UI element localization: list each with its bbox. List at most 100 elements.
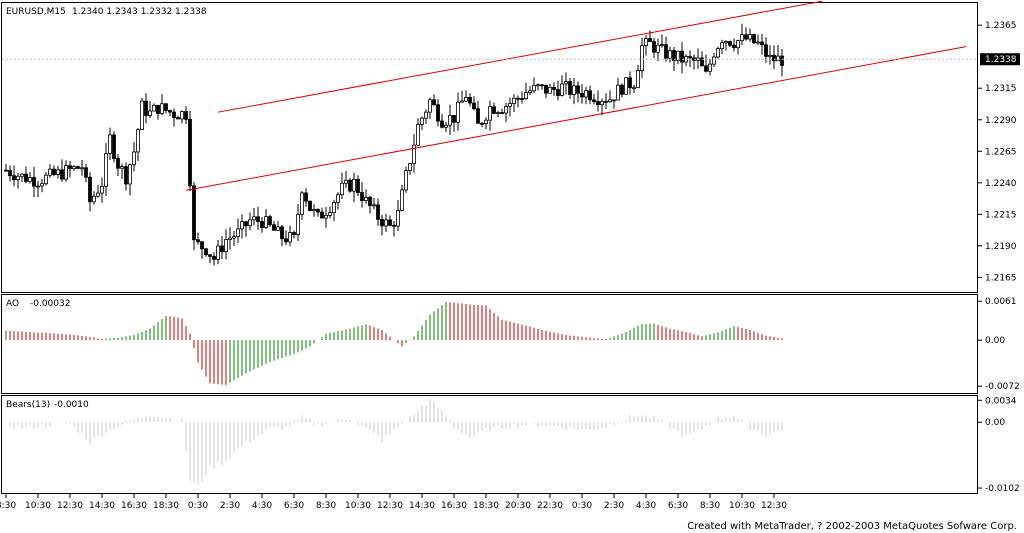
channel-line-upper[interactable] (217, 0, 823, 113)
current-price-marker (980, 53, 1020, 66)
candle-body (208, 254, 212, 257)
candle-body (176, 117, 180, 120)
bears-panel-frame (1, 395, 978, 494)
candle-body (148, 110, 152, 116)
candle-body (380, 218, 384, 227)
candle-body (740, 34, 744, 41)
bears-title: Bears(13) (6, 400, 50, 410)
candle-body (364, 196, 368, 201)
ao-panel[interactable]: AO -0.00032 0.0061 0.00 -0.0072 (1, 294, 1020, 394)
time-tick-label: 2:30 (604, 501, 624, 511)
candle-body (412, 144, 416, 164)
candle-body (440, 120, 444, 128)
ao-tick-label: 0.00 (985, 336, 1005, 346)
candle-body (28, 177, 32, 182)
candle-body (272, 224, 276, 231)
candle-body (624, 77, 628, 95)
candle-body (628, 77, 632, 89)
candle-body (112, 134, 116, 159)
candle-body (500, 112, 504, 114)
candle-body (552, 86, 556, 90)
time-tick-label: 18:30 (473, 501, 499, 511)
candle-body (676, 50, 680, 61)
candle-body (772, 55, 776, 62)
current-price-label: 1.2338 (985, 55, 1017, 65)
candle-body (228, 237, 232, 240)
candle-body (336, 194, 340, 203)
channel-line-lower[interactable] (185, 46, 967, 191)
price-ohlc-readout: 1.2340 1.2343 1.2332 1.2338 (72, 7, 207, 17)
candle-body (512, 97, 516, 104)
candle-body (428, 99, 432, 113)
candle-body (616, 84, 620, 101)
time-tick-label: 18:30 (153, 501, 179, 511)
candle-body (140, 100, 144, 131)
candle-body (164, 103, 168, 111)
candle-body (392, 224, 396, 227)
candle-body (136, 129, 140, 153)
ao-title: AO (6, 299, 19, 309)
price-tick-label: 1.2240 (985, 179, 1017, 189)
candle-body (708, 63, 712, 72)
candle-body (468, 97, 472, 104)
candle-body (248, 219, 252, 227)
time-tick-label: 12:30 (57, 501, 83, 511)
candle-body (584, 90, 588, 98)
candle-body (712, 56, 716, 65)
candle-body (448, 115, 452, 126)
candle-body (672, 50, 676, 61)
candle-body (168, 109, 172, 113)
bears-panel[interactable]: Bears(13) -0.0010 0.0034 0.00 -0.0102 (1, 395, 1020, 495)
bears-histogram (5, 398, 783, 485)
price-tick-label: 1.2190 (985, 242, 1017, 252)
candle-body (716, 48, 720, 58)
candle-body (56, 169, 60, 175)
candle-body (296, 213, 300, 235)
time-tick-label: 14:30 (409, 501, 435, 511)
price-panel[interactable]: EURUSD,M15 1.2340 1.2343 1.2332 1.2338 1… (1, 0, 1021, 293)
candle-body (20, 173, 24, 177)
candle-body (532, 84, 536, 92)
candle-body (316, 209, 320, 213)
price-tick-label: 1.2165 (985, 273, 1017, 283)
candle-body (184, 111, 188, 120)
candle-body (292, 232, 296, 235)
price-channel-lines[interactable] (185, 0, 967, 191)
candle-body (400, 189, 404, 211)
candle-body (664, 44, 668, 59)
candle-body (64, 165, 68, 180)
bears-axis: 0.0034 0.00 -0.0102 (978, 396, 1020, 494)
candle-body (200, 241, 204, 250)
candle-body (288, 232, 292, 243)
candle-body (496, 112, 500, 114)
candle-body (492, 106, 496, 114)
time-tick-label: 4:30 (252, 501, 272, 511)
candle-body (464, 97, 468, 102)
candle-body (224, 239, 228, 253)
candle-body (480, 122, 484, 125)
candle-body (588, 90, 592, 101)
candle-body (108, 134, 112, 155)
time-tick-label: 12:30 (377, 501, 403, 511)
candle-body (732, 44, 736, 49)
candle-body (520, 98, 524, 100)
candle-body (156, 104, 160, 114)
price-tick-label: 1.2265 (985, 147, 1017, 157)
ao-tick-label: -0.0072 (985, 382, 1020, 392)
candle-body (72, 166, 76, 170)
candle-body (724, 41, 728, 44)
candle-body (612, 99, 616, 102)
candle-body (320, 211, 324, 219)
candle-body (100, 185, 104, 194)
candle-body (216, 245, 220, 260)
time-tick-label: 6:30 (668, 501, 688, 511)
candle-body (688, 56, 692, 59)
time-tick-label: 12:30 (761, 501, 787, 511)
candle-body (560, 83, 564, 96)
candle-body (680, 50, 684, 63)
candle-body (304, 192, 308, 202)
candle-body (16, 175, 20, 181)
candle-body (748, 34, 752, 40)
